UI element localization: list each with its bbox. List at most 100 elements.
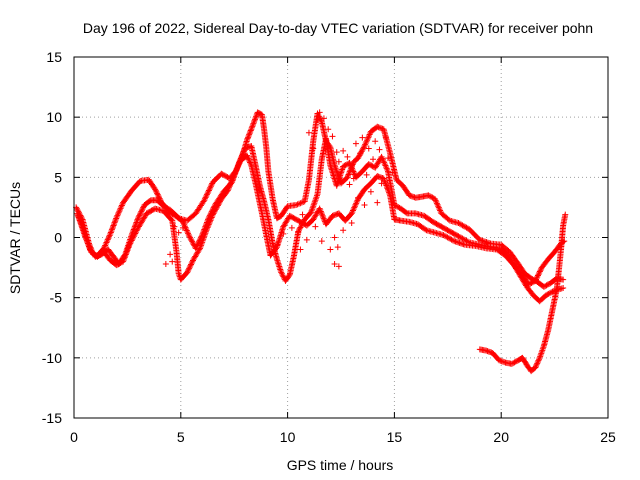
data-point xyxy=(204,190,211,197)
data-point xyxy=(383,182,390,189)
data-point xyxy=(248,124,255,131)
data-point xyxy=(228,179,235,186)
data-point xyxy=(280,230,287,237)
data-point xyxy=(115,261,122,268)
data-point xyxy=(184,228,191,235)
data-point xyxy=(244,154,251,161)
data-point xyxy=(352,201,359,208)
data-point xyxy=(359,134,366,141)
data-point xyxy=(129,236,136,243)
data-point xyxy=(135,213,142,220)
data-point xyxy=(359,147,366,154)
data-point xyxy=(367,188,374,195)
data-point xyxy=(137,209,144,216)
data-point xyxy=(544,291,551,298)
data-point xyxy=(327,246,334,253)
data-point xyxy=(422,226,429,233)
data-point xyxy=(429,194,436,201)
data-point xyxy=(381,178,388,185)
y-tick-label: -15 xyxy=(42,410,62,426)
data-point xyxy=(381,161,388,168)
y-axis-title: SDTVAR / TECUs xyxy=(7,182,23,294)
data-point xyxy=(334,244,341,251)
data-point xyxy=(246,158,253,165)
data-point xyxy=(207,184,214,191)
data-point xyxy=(205,223,212,230)
data-point xyxy=(341,162,348,169)
data-point xyxy=(236,160,243,167)
data-point xyxy=(279,272,286,279)
data-point xyxy=(562,211,569,218)
data-point xyxy=(372,138,379,145)
data-point xyxy=(534,273,541,280)
data-point xyxy=(365,161,372,168)
data-point xyxy=(113,262,120,269)
data-point xyxy=(320,214,327,221)
data-point xyxy=(167,251,174,258)
data-point xyxy=(298,199,305,206)
y-tick-label: -5 xyxy=(50,290,63,306)
data-point xyxy=(535,357,542,364)
data-point xyxy=(113,215,120,222)
data-point xyxy=(310,145,317,152)
data-point xyxy=(245,155,252,162)
data-point xyxy=(183,227,190,234)
data-point xyxy=(102,240,109,247)
data-point xyxy=(111,219,118,226)
data-point xyxy=(214,203,221,210)
data-point xyxy=(533,361,540,368)
data-point xyxy=(344,172,351,179)
data-point xyxy=(315,113,322,120)
data-point xyxy=(382,181,389,188)
data-point xyxy=(512,358,519,365)
data-point xyxy=(351,204,358,211)
series-scattered-lower xyxy=(162,211,355,270)
data-point xyxy=(83,237,90,244)
x-tick-labels: 0 5 10 15 20 25 xyxy=(70,429,616,445)
data-point xyxy=(205,187,212,194)
data-point xyxy=(107,230,114,237)
data-point xyxy=(227,180,234,187)
data-point xyxy=(350,175,357,182)
data-point xyxy=(315,111,322,118)
data-point xyxy=(189,258,196,265)
data-point xyxy=(428,193,435,200)
data-point xyxy=(137,211,144,218)
data-point xyxy=(230,173,237,180)
data-point xyxy=(103,239,110,246)
series-track-c xyxy=(75,152,568,288)
data-point xyxy=(370,156,377,163)
data-point xyxy=(116,208,123,215)
data-point xyxy=(118,203,125,210)
data-point xyxy=(83,236,90,243)
data-point xyxy=(110,222,117,229)
data-point xyxy=(208,214,215,221)
data-point xyxy=(383,163,390,170)
data-point xyxy=(379,155,386,162)
data-point xyxy=(295,229,302,236)
data-point xyxy=(363,171,370,178)
data-point xyxy=(253,113,260,120)
data-point xyxy=(560,285,567,292)
data-point xyxy=(127,240,134,247)
data-point xyxy=(546,290,553,297)
x-tick-label: 25 xyxy=(600,429,616,445)
data-point xyxy=(113,214,120,221)
data-point xyxy=(231,171,238,178)
data-point xyxy=(251,117,258,124)
data-point xyxy=(106,232,113,239)
data-point xyxy=(108,226,115,233)
data-point xyxy=(226,183,233,190)
data-point xyxy=(250,119,257,126)
data-point xyxy=(312,223,319,230)
data-point xyxy=(425,192,432,199)
data-point xyxy=(367,161,374,168)
data-point xyxy=(204,224,211,231)
data-point xyxy=(161,203,168,210)
data-point xyxy=(225,184,232,191)
data-point xyxy=(228,177,235,184)
data-point xyxy=(362,141,369,148)
data-point xyxy=(122,252,129,259)
data-point xyxy=(545,290,552,297)
data-point xyxy=(361,143,368,150)
